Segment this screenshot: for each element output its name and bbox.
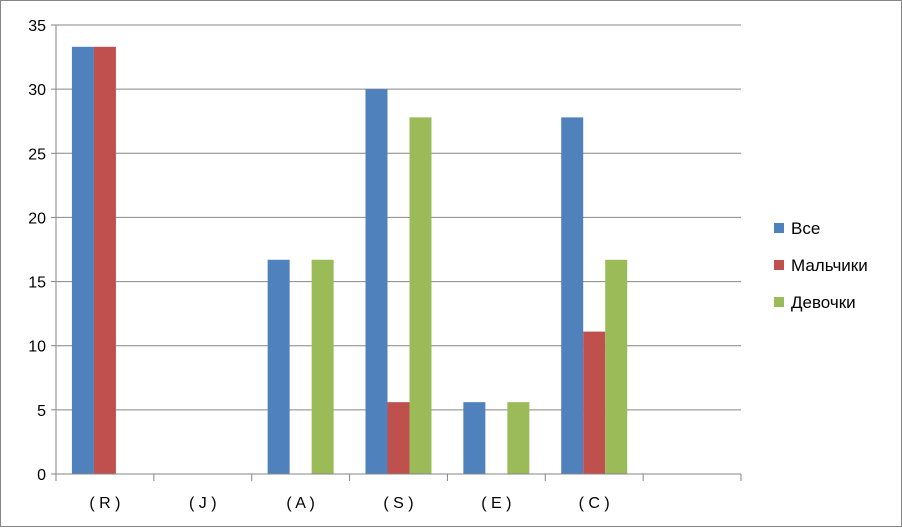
legend-label-3: Девочки	[791, 293, 856, 312]
legend-swatch-2	[774, 260, 784, 270]
legend-swatch-1	[774, 223, 784, 233]
y-tick-label: 15	[28, 275, 46, 292]
bar-1-5	[463, 402, 486, 474]
bar-2-6	[583, 331, 606, 474]
y-tick-label: 20	[28, 210, 46, 227]
y-tick-labels: 0 5 10 15 20 25 30 35	[28, 18, 46, 484]
bar-1-6	[561, 117, 584, 474]
bar-2-1	[93, 46, 116, 475]
x-tick-label: ( R )	[89, 495, 120, 512]
legend-label-2: Мальчики	[791, 256, 868, 275]
y-tick-label: 35	[28, 18, 46, 35]
legend-swatch-3	[774, 297, 784, 307]
bar-3-6	[605, 259, 628, 474]
x-tick-label: ( S )	[383, 495, 413, 512]
x-tick-label: ( A )	[286, 495, 314, 512]
y-tick-label: 10	[28, 339, 46, 356]
bar-1-3	[267, 259, 290, 474]
x-tick-label: ( E )	[481, 495, 511, 512]
bars	[71, 46, 628, 475]
axes	[51, 24, 742, 481]
x-tick-label: ( J )	[189, 495, 217, 512]
y-tick-label: 0	[37, 467, 46, 484]
bar-1-1	[71, 46, 94, 475]
bar-3-5	[507, 402, 530, 474]
y-tick-label: 25	[28, 146, 46, 163]
x-tick-label: ( C )	[579, 495, 610, 512]
bar-2-4	[387, 402, 410, 474]
legend-label-1: Все	[791, 219, 820, 238]
bar-3-3	[311, 259, 334, 474]
y-tick-label: 5	[37, 403, 46, 420]
x-tick-labels: ( R ) ( J ) ( A ) ( S ) ( E ) ( C )	[89, 495, 609, 512]
y-tick-label: 30	[28, 82, 46, 99]
legend: Все Мальчики Девочки	[774, 219, 868, 312]
gridlines	[56, 24, 741, 411]
bar-1-4	[365, 89, 388, 475]
bar-3-4	[409, 117, 432, 474]
